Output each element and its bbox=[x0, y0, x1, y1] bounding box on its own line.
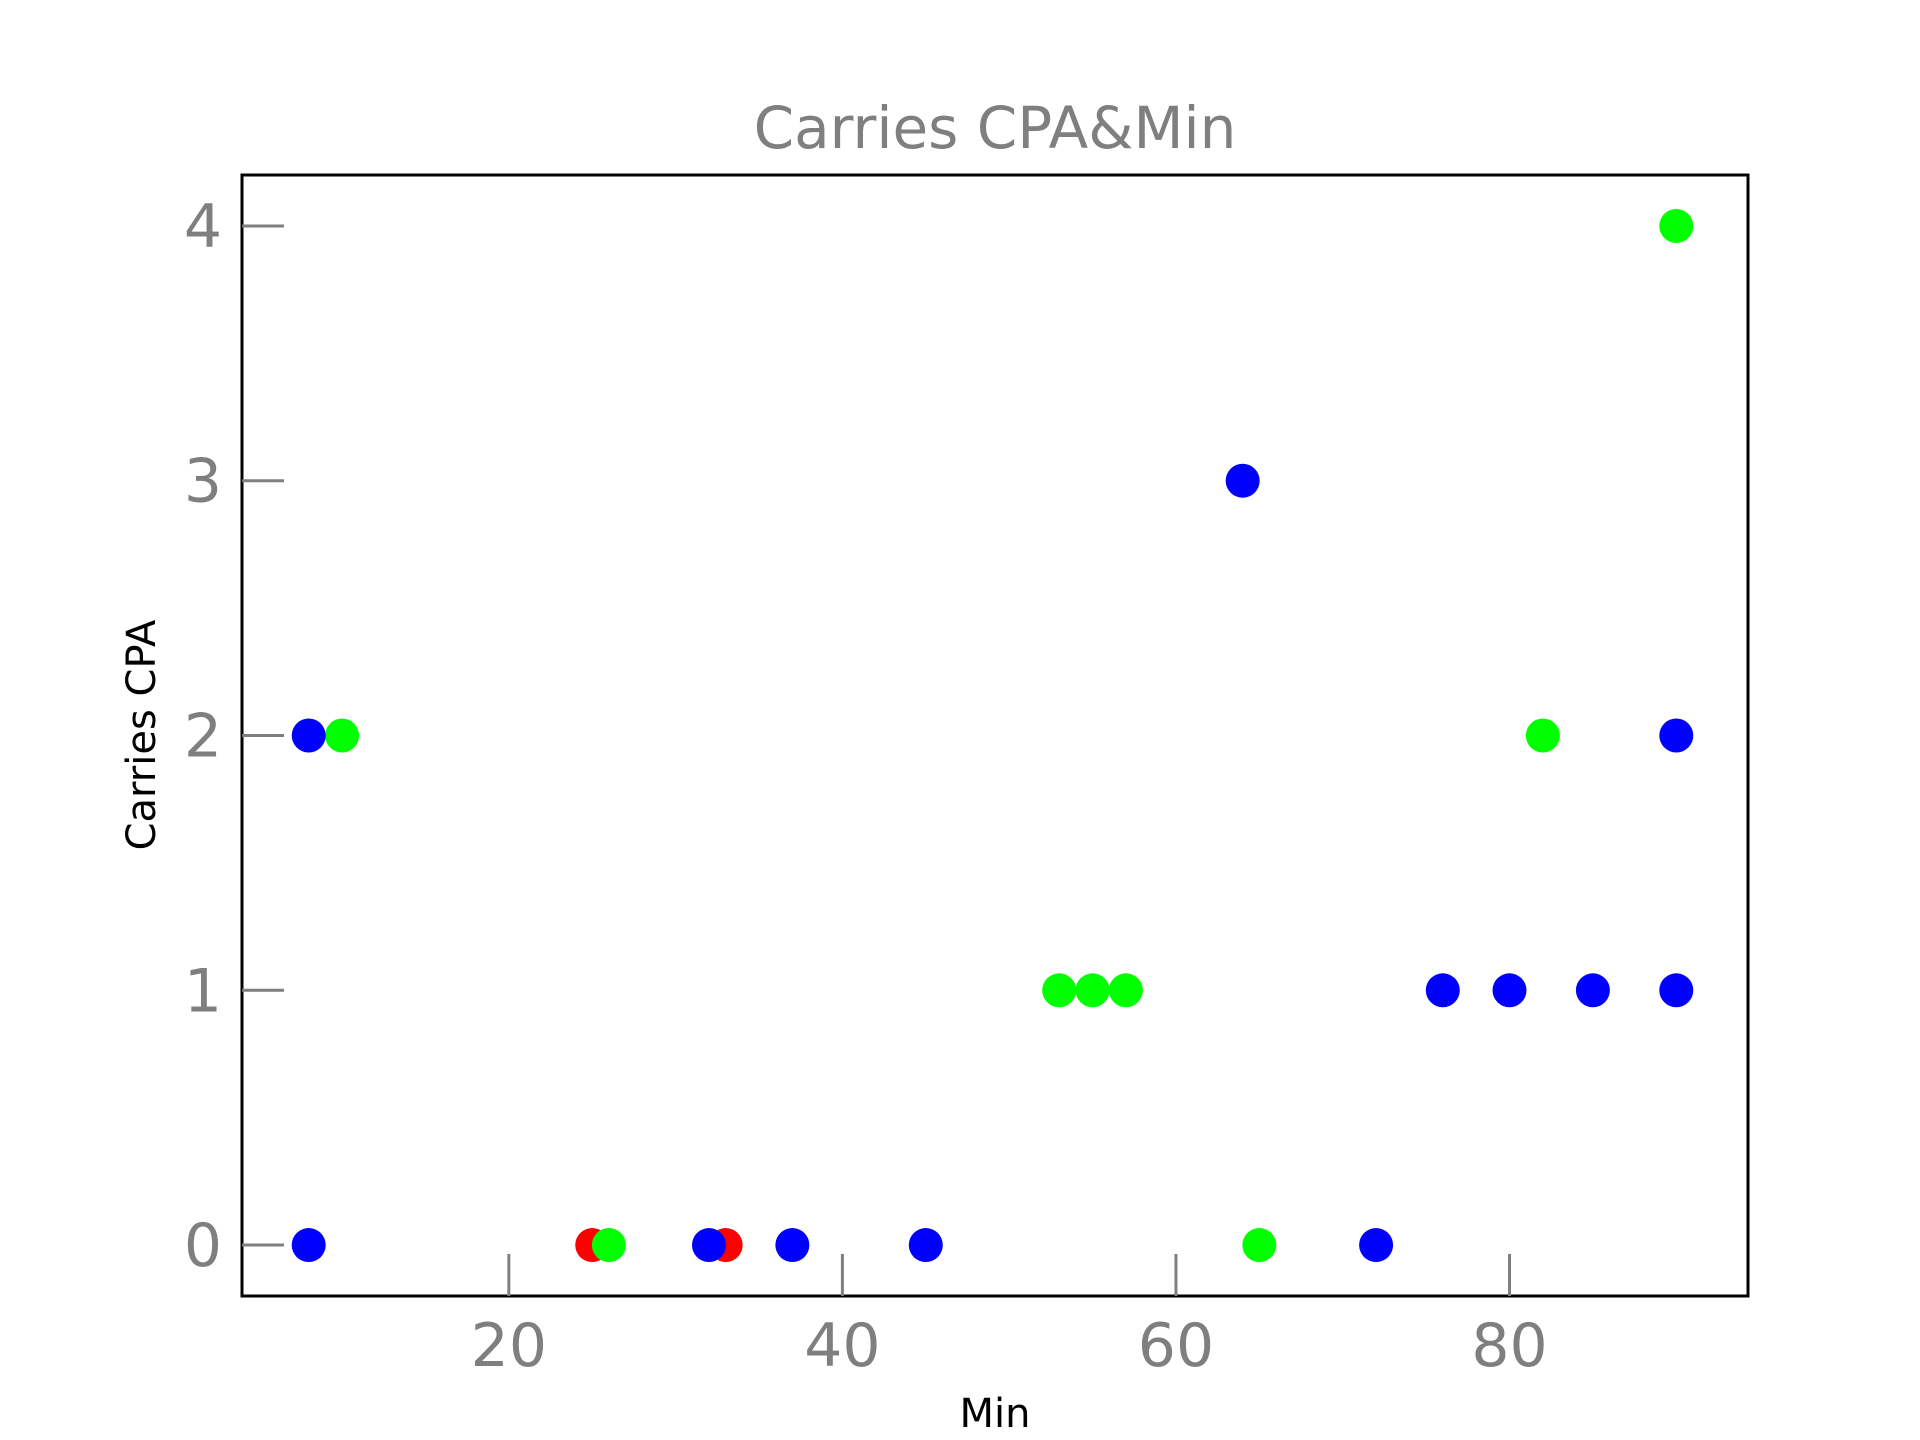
scatter-point bbox=[1225, 463, 1260, 498]
y-tick-label: 2 bbox=[184, 702, 222, 772]
scatter-point bbox=[1575, 973, 1610, 1008]
plot-area-frame bbox=[240, 173, 1750, 1298]
scatter-point bbox=[1075, 973, 1110, 1008]
scatter-point bbox=[291, 1228, 326, 1263]
y-axis-ticks: 0 1 2 3 4 bbox=[184, 192, 284, 1281]
scatter-point bbox=[1659, 208, 1694, 243]
scatter-point bbox=[291, 718, 326, 753]
scatter-point bbox=[1242, 1228, 1277, 1263]
scatter-point bbox=[1659, 973, 1694, 1008]
y-tick-label: 1 bbox=[184, 956, 222, 1026]
scatter-point bbox=[1108, 973, 1143, 1008]
x-tick-label: 80 bbox=[1471, 1311, 1547, 1381]
scatter-point bbox=[325, 718, 360, 753]
x-tick-label: 40 bbox=[804, 1311, 880, 1381]
chart-title: Carries CPA&Min bbox=[754, 94, 1237, 162]
y-axis-label: Carries CPA bbox=[119, 619, 165, 850]
x-tick-label: 60 bbox=[1138, 1311, 1214, 1381]
x-axis-ticks: 20 40 60 80 bbox=[471, 1254, 1548, 1381]
scatter-point bbox=[775, 1228, 810, 1263]
data-points bbox=[291, 208, 1694, 1263]
scatter-point bbox=[908, 1228, 943, 1263]
y-tick-label: 0 bbox=[184, 1211, 222, 1281]
scatter-point bbox=[1659, 718, 1694, 753]
scatter-point bbox=[1492, 973, 1527, 1008]
x-tick-label: 20 bbox=[471, 1311, 547, 1381]
x-axis-label: Min bbox=[960, 1391, 1031, 1437]
scatter-point bbox=[1425, 973, 1460, 1008]
scatter-point bbox=[1042, 973, 1077, 1008]
scatter-point bbox=[1525, 718, 1560, 753]
scatter-point bbox=[1359, 1228, 1394, 1263]
scatter-point bbox=[691, 1228, 726, 1263]
y-tick-label: 4 bbox=[184, 192, 222, 262]
y-tick-label: 3 bbox=[184, 447, 222, 517]
scatter-point bbox=[591, 1228, 626, 1263]
